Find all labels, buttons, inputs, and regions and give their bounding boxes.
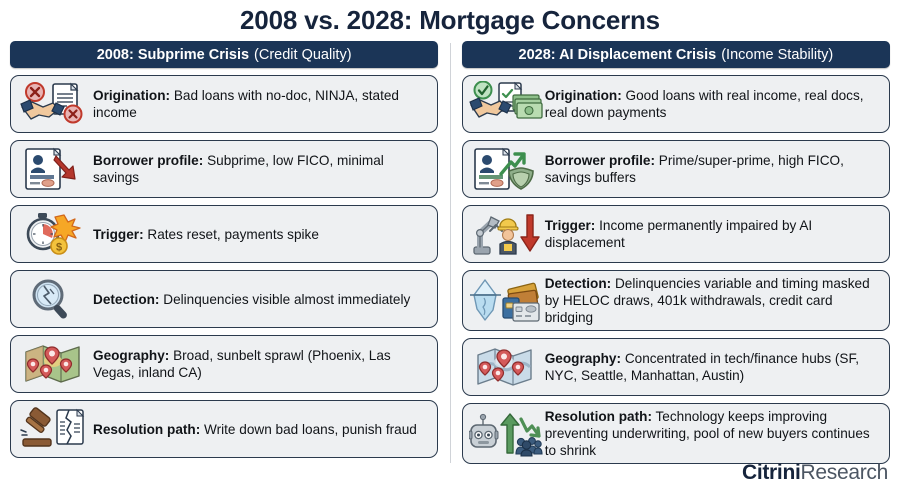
card-body: Rates reset, payments spike	[147, 226, 319, 242]
card-label: Geography:	[93, 348, 170, 363]
card-body: Good loans with real income, real docs, …	[544, 88, 864, 120]
card-origination-2008[interactable]: Origination: Bad loans with no-doc, NINJ…	[10, 75, 439, 133]
column-header-2008: 2008: Subprime Crisis (Credit Quality)	[10, 41, 439, 68]
card-body: Prime/super-prime, high FICO, savings bu…	[544, 153, 844, 185]
column-2028: 2028: AI Displacement Crisis (Income Stab…	[461, 41, 890, 471]
borrower-profile-up-arrow-shield-icon	[469, 145, 543, 193]
card-text: Detection: Delinquencies variable and ti…	[543, 275, 881, 326]
card-body: Delinquencies variable and timing masked…	[544, 276, 870, 325]
handshake-approved-document-cash-icon	[469, 80, 543, 128]
card-label: Trigger:	[93, 226, 144, 242]
brand-name-light: Research	[800, 461, 889, 484]
stopwatch-explosion-dollar-icon: $	[17, 210, 91, 258]
card-origination-2028[interactable]: Origination: Good loans with real income…	[461, 75, 890, 133]
borrower-profile-down-arrow-icon	[17, 145, 91, 193]
card-borrower-profile-2028[interactable]: Borrower profile: Prime/super-prime, hig…	[461, 140, 890, 198]
card-label: Geography:	[544, 351, 622, 366]
card-text: Trigger: Income permanently impaired by …	[543, 217, 881, 251]
map-pins-tech-hubs-icon	[469, 343, 543, 391]
card-body: Income permanently impaired by AI displa…	[544, 218, 813, 250]
map-pins-sunbelt-icon	[17, 340, 91, 388]
card-text: Resolution path: Technology keeps improv…	[543, 408, 881, 459]
card-body: Technology keeps improving preventing un…	[544, 409, 870, 458]
card-label: Trigger:	[544, 218, 596, 233]
card-label: Resolution path:	[93, 421, 201, 437]
card-geography-2028[interactable]: Geography: Concentrated in tech/finance …	[461, 338, 890, 396]
card-text: Borrower profile: Prime/super-prime, hig…	[543, 152, 881, 186]
column-header-2028-bold: 2028: AI Displacement Crisis	[518, 46, 717, 63]
card-resolution-2008[interactable]: Resolution path: Write down bad loans, p…	[10, 400, 439, 458]
card-text: Origination: Bad loans with no-doc, NINJ…	[91, 87, 429, 121]
brand-name-bold: Citrini	[741, 461, 801, 484]
gavel-torn-document-icon	[17, 405, 91, 453]
column-header-2028-paren: (Income Stability)	[721, 46, 834, 63]
card-text: Detection: Delinquencies visible almost …	[91, 291, 412, 308]
card-body: Bad loans with no-doc, NINJA, stated inc…	[93, 88, 399, 120]
column-header-2028: 2028: AI Displacement Crisis (Income Stab…	[461, 41, 890, 68]
robot-arm-worker-down-arrow-icon	[469, 210, 543, 258]
card-detection-2008[interactable]: Detection: Delinquencies visible almost …	[10, 270, 439, 328]
card-trigger-2028[interactable]: Trigger: Income permanently impaired by …	[461, 205, 890, 263]
column-divider	[438, 41, 461, 471]
robot-up-arrow-people-down-arrow-icon	[468, 410, 543, 458]
card-body: Subprime, low FICO, minimal savings	[93, 153, 384, 185]
card-body: Concentrated in tech/finance hubs (SF, N…	[544, 351, 860, 383]
column-header-2008-bold: 2008: Subprime Crisis	[96, 46, 250, 63]
card-trigger-2008[interactable]: $ Trigger: Rates reset, payments spike	[10, 205, 439, 263]
brand-logo: Citrini Research	[742, 461, 888, 485]
card-text: Borrower profile: Subprime, low FICO, mi…	[91, 152, 429, 186]
handshake-rejected-document-icon	[17, 80, 91, 128]
column-header-2008-paren: (Credit Quality)	[254, 46, 352, 63]
two-column-comparison: 2008: Subprime Crisis (Credit Quality)	[0, 41, 900, 471]
card-geography-2008[interactable]: Geography: Broad, sunbelt sprawl (Phoeni…	[10, 335, 439, 393]
card-text: Origination: Good loans with real income…	[543, 87, 881, 121]
card-label: Detection:	[544, 276, 612, 291]
card-text: Resolution path: Write down bad loans, p…	[91, 421, 419, 438]
card-label: Borrower profile:	[544, 153, 656, 168]
card-body: Write down bad loans, punish fraud	[204, 421, 417, 437]
card-body: Broad, sunbelt sprawl (Phoenix, Las Vega…	[93, 348, 391, 380]
card-resolution-2028[interactable]: Resolution path: Technology keeps improv…	[461, 403, 890, 464]
column-2008: 2008: Subprime Crisis (Credit Quality)	[10, 41, 439, 471]
magnifying-glass-crack-icon	[17, 275, 91, 323]
svg-text:$: $	[56, 242, 62, 254]
card-label: Detection:	[93, 291, 160, 307]
iceberg-credit-cards-icon	[469, 277, 543, 325]
card-text: Geography: Concentrated in tech/finance …	[543, 350, 881, 384]
card-body: Delinquencies visible almost immediately	[163, 291, 411, 307]
card-detection-2028[interactable]: Detection: Delinquencies variable and ti…	[461, 270, 890, 331]
card-label: Borrower profile:	[93, 153, 204, 168]
card-label: Resolution path:	[544, 409, 652, 424]
card-text: Geography: Broad, sunbelt sprawl (Phoeni…	[91, 347, 429, 381]
card-borrower-profile-2008[interactable]: Borrower profile: Subprime, low FICO, mi…	[10, 140, 439, 198]
card-label: Origination:	[93, 88, 171, 103]
card-text: Trigger: Rates reset, payments spike	[91, 226, 321, 243]
page-title: 2008 vs. 2028: Mortgage Concerns	[240, 5, 660, 35]
card-label: Origination:	[544, 88, 622, 103]
vertical-divider-line	[449, 43, 451, 463]
